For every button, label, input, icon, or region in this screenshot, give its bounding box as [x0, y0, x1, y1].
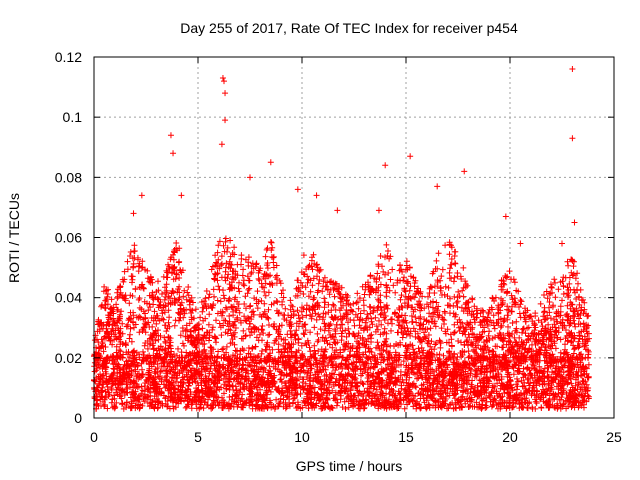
x-tick-label: 20 [502, 429, 518, 445]
scatter-points-cloud [91, 235, 592, 412]
x-tick-label: 15 [398, 429, 414, 445]
scatter-point-peak [170, 150, 177, 157]
y-tick-label: 0.02 [55, 350, 82, 366]
scatter-point-peak [294, 186, 301, 193]
scatter-point-peak [571, 219, 578, 226]
y-tick-label: 0.08 [55, 169, 82, 185]
scatter-point-peak [222, 117, 229, 124]
x-tick-label: 25 [606, 429, 622, 445]
x-tick-label: 10 [294, 429, 310, 445]
axis-ticks [93, 56, 615, 419]
scatter-point-peak [167, 132, 174, 139]
scatter-point-peak [219, 75, 226, 82]
scatter-point-peak [407, 153, 414, 160]
chart-title: Day 255 of 2017, Rate Of TEC Index for r… [180, 20, 518, 36]
y-tick-label: 0 [74, 410, 82, 426]
scatter-point-peak [178, 192, 185, 199]
scatter-point-peak [267, 159, 274, 166]
scatter-point-peak [222, 90, 229, 97]
x-tick-label: 0 [90, 429, 98, 445]
x-tick-label: 5 [194, 429, 202, 445]
scatter-point-peak [313, 192, 320, 199]
scatter-point-peak [218, 141, 225, 148]
scatter-point-peak [559, 240, 565, 247]
scatter-point-peak [569, 66, 576, 73]
scatter-point-peak [569, 135, 576, 142]
scatter-point-peak [375, 207, 382, 214]
y-tick-label: 0.12 [55, 49, 82, 65]
scatter-point-peak [138, 192, 145, 199]
scatter-point-peak [517, 240, 524, 247]
x-axis-label: GPS time / hours [296, 458, 403, 474]
scatter-point-peak [130, 210, 137, 217]
y-axis-label: ROTI / TECUs [6, 193, 22, 283]
scatter-point-peak [434, 183, 441, 190]
y-tick-label: 0.1 [63, 109, 83, 125]
y-tick-label: 0.06 [55, 230, 82, 246]
y-tick-label: 0.04 [55, 290, 82, 306]
data-points [91, 66, 592, 412]
scatter-point-peak [382, 162, 389, 169]
axis-tick-labels: 0 0.02 0.04 0.06 0.08 0.1 0.12 0 5 10 15 20 25 [55, 49, 622, 445]
scatter-point-peak [461, 168, 468, 175]
scatter-point-peak [502, 213, 509, 220]
scatter-point-peak [221, 78, 227, 85]
scatter-point-peak [334, 207, 341, 214]
scatter-point-peak [247, 174, 253, 181]
